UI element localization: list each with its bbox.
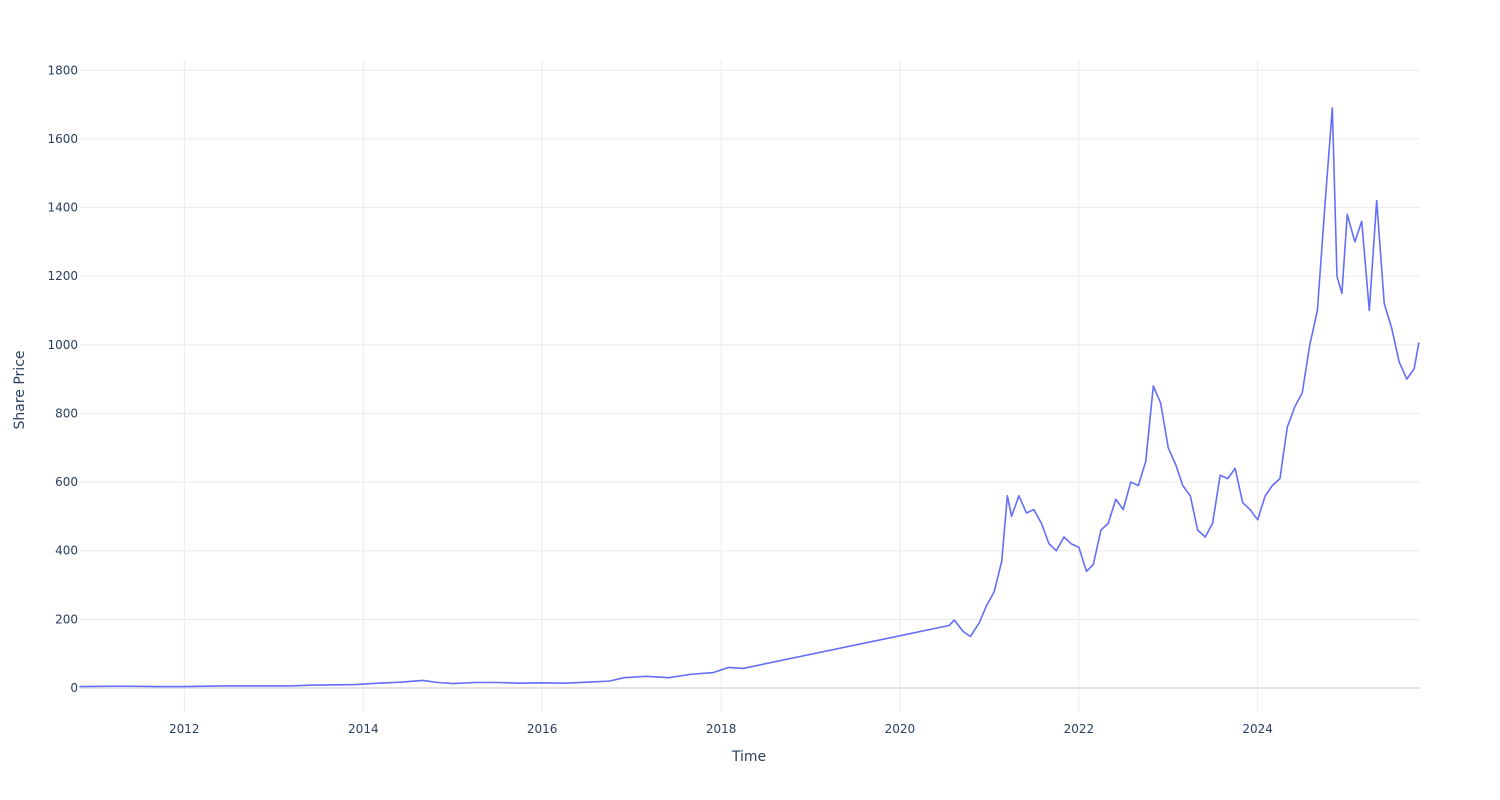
y-tick-label: 600 xyxy=(55,475,78,489)
y-tick-label: 1400 xyxy=(47,201,78,215)
x-tick-label: 2014 xyxy=(348,722,379,736)
x-tick-label: 2016 xyxy=(527,722,558,736)
y-tick-label: 0 xyxy=(70,681,78,695)
x-tick-label: 2020 xyxy=(885,722,916,736)
x-tick-labels: 2012 2014 2016 2018 2020 2022 2024 xyxy=(169,722,1273,736)
x-tick-label: 2024 xyxy=(1242,722,1273,736)
y-tick-label: 1200 xyxy=(47,269,78,283)
y-axis-title: Share Price xyxy=(12,350,28,429)
y-tick-label: 200 xyxy=(55,612,78,626)
y-tick-label: 1000 xyxy=(47,338,78,352)
y-tick-label: 1800 xyxy=(47,63,78,77)
series-layer xyxy=(79,107,1420,688)
x-grid xyxy=(183,60,1259,712)
x-tick-label: 2018 xyxy=(706,722,737,736)
series-line-0 xyxy=(79,107,1420,688)
y-tick-label: 800 xyxy=(55,406,78,420)
x-tick-label: 2012 xyxy=(169,722,200,736)
y-tick-label: 1600 xyxy=(47,132,78,146)
x-axis-title: Time xyxy=(731,749,766,765)
x-tick-label: 2022 xyxy=(1064,722,1095,736)
y-grid xyxy=(80,69,1420,689)
y-tick-label: 400 xyxy=(55,544,78,558)
y-tick-labels: 0 200 400 600 800 1000 1200 1400 1600 1800 xyxy=(47,63,78,695)
